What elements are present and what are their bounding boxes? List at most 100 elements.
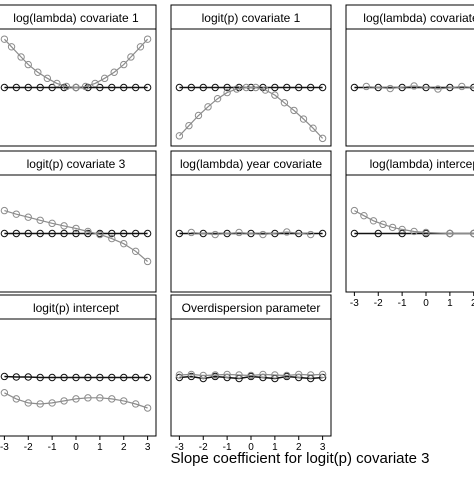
data-point <box>388 223 397 232</box>
facet-panel: Overdispersion parameter -3 -2 -1 0 1 2 3 <box>170 294 332 453</box>
data-point <box>36 229 44 238</box>
data-point <box>187 370 196 379</box>
data-point <box>143 35 152 43</box>
x-tick-label: -3 <box>350 298 359 309</box>
data-point <box>199 371 207 380</box>
data-point <box>120 239 128 248</box>
data-point <box>24 83 32 92</box>
facet-strip <box>0 4 157 30</box>
data-point <box>379 220 387 229</box>
data-point <box>318 134 327 143</box>
data-point <box>110 68 118 76</box>
data-point <box>271 83 279 92</box>
data-point <box>108 229 116 238</box>
x-tick-label: 0 <box>423 298 429 309</box>
data-point <box>131 247 140 256</box>
x-tick-label: -2 <box>199 442 208 453</box>
data-point <box>100 74 109 83</box>
data-point <box>0 229 9 238</box>
data-point <box>143 83 152 92</box>
data-point <box>60 397 68 405</box>
data-point <box>295 83 303 92</box>
data-point <box>120 373 128 382</box>
data-point <box>175 371 184 379</box>
data-point <box>259 370 267 379</box>
data-point <box>136 43 145 51</box>
data-point <box>96 230 104 239</box>
x-tick-label: 3 <box>320 442 326 453</box>
data-point <box>242 83 250 92</box>
data-point <box>108 234 116 243</box>
data-point <box>175 373 184 382</box>
data-point <box>350 206 359 215</box>
data-point <box>131 373 140 382</box>
data-point <box>24 60 32 69</box>
facet-panel: logit(p) covariate 3 <box>0 150 157 293</box>
x-tick-label: -3 <box>175 442 184 453</box>
data-point <box>398 225 406 234</box>
data-point <box>143 373 152 382</box>
facet-strip <box>345 150 474 176</box>
data-point <box>299 115 308 123</box>
facet-panel: log(lambda) covariate 1 <box>0 4 157 147</box>
data-point <box>12 373 21 381</box>
data-point <box>131 83 140 92</box>
facet-title: log(lambda) covariate 2 <box>363 11 474 25</box>
data-point <box>271 91 279 99</box>
data-point <box>84 373 92 382</box>
facet-title: log(lambda) covariate 1 <box>13 11 139 25</box>
facet-strip <box>170 294 332 320</box>
x-tick-label: 3 <box>145 442 151 453</box>
data-point <box>259 230 267 239</box>
data-point <box>24 229 32 238</box>
facet-panel: log(lambda) year covariate <box>170 150 332 293</box>
data-point <box>72 83 80 92</box>
facet-strip <box>0 294 157 320</box>
data-point <box>211 83 219 92</box>
data-point <box>422 228 430 237</box>
data-point <box>204 103 212 111</box>
series-line <box>4 375 148 379</box>
data-point <box>458 82 466 91</box>
data-point <box>36 216 44 224</box>
data-point <box>261 86 270 94</box>
data-point <box>24 399 32 407</box>
data-point <box>306 230 315 239</box>
data-point <box>36 400 44 408</box>
data-point <box>72 373 80 382</box>
data-point <box>48 229 56 238</box>
data-point <box>434 85 442 93</box>
data-point <box>398 229 406 238</box>
data-point <box>259 83 267 92</box>
data-point <box>362 82 371 91</box>
data-point <box>108 373 116 382</box>
data-point <box>143 229 152 238</box>
x-tick-label: -1 <box>48 442 57 453</box>
data-point <box>12 229 21 238</box>
data-point <box>81 82 90 91</box>
data-point <box>0 372 9 381</box>
facet-title: logit(p) covariate 1 <box>202 11 301 25</box>
data-point <box>369 217 378 225</box>
data-point <box>0 389 9 397</box>
data-point <box>91 79 99 88</box>
data-point <box>0 35 9 43</box>
data-point <box>84 229 92 238</box>
data-point <box>187 228 196 237</box>
facet-title: logit(p) intercept <box>33 301 120 315</box>
data-point <box>318 83 327 92</box>
data-point <box>386 84 394 93</box>
data-point <box>309 124 317 132</box>
data-point <box>43 74 52 83</box>
facet-strip <box>170 150 332 176</box>
data-point <box>131 400 140 408</box>
data-point <box>17 53 25 61</box>
data-point <box>211 371 219 379</box>
data-point <box>175 83 184 92</box>
data-point <box>48 399 56 407</box>
data-point <box>96 83 104 92</box>
data-point <box>108 83 116 92</box>
data-point <box>211 230 219 239</box>
series-line <box>178 86 324 139</box>
